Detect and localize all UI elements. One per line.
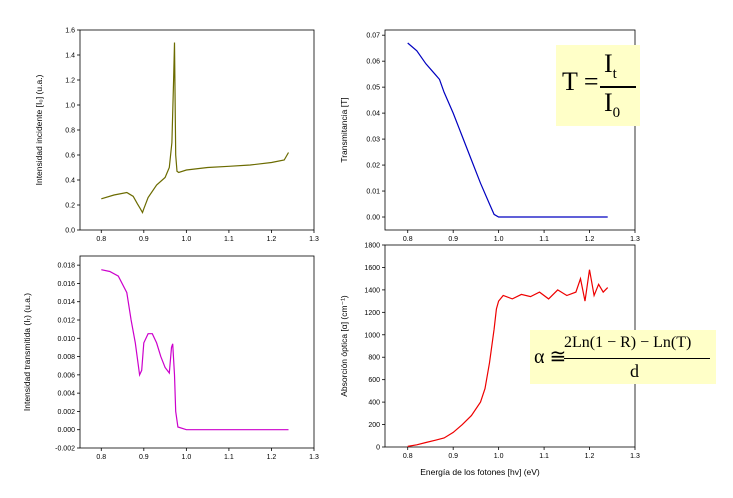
x-tick-label: 1.1: [224, 236, 234, 243]
y-tick-label: 1.6: [65, 28, 75, 35]
y-tick-label: 1.0: [65, 103, 75, 110]
series-line-transmitted: [101, 269, 289, 431]
y-tick-label: 0.006: [57, 372, 75, 379]
y-tick-label: 200: [368, 422, 380, 429]
y-tick-label: 0.6: [65, 153, 75, 160]
y-tick-label: 600: [368, 377, 380, 384]
y-axis-label: Transmitancia [T]: [339, 97, 349, 162]
formula-alpha-numerator: 2Ln(1 − R) − Ln(T): [564, 334, 692, 351]
formula-t-numerator: It: [604, 49, 617, 83]
y-tick-label: 1600: [364, 265, 380, 272]
y-tick-label: 1.4: [65, 53, 75, 60]
formula-alpha-lhs: α ≅: [534, 346, 567, 368]
x-tick-label: 0.9: [139, 236, 149, 243]
x-tick-label: 0.8: [403, 453, 413, 460]
y-tick-label: 1000: [364, 332, 380, 339]
transmittance-formula: T = It I0: [556, 45, 640, 126]
chart-optical-absorption: 0.8 0.9 1.0 1.1 1.2 1.3 0 200 400 600 800 1000 1200 1…: [339, 243, 640, 478]
chart-transmitted-intensity: 0.8 0.9 1.0 1.1 1.2 1.3 -0.002 0.000 0.002 0.004 0…: [22, 255, 319, 461]
series-line-absorption: [407, 269, 609, 447]
formula-t-num-sub: t: [612, 66, 617, 83]
formula-alpha-fraction-bar: [564, 358, 710, 359]
y-tick-label: 0.04: [366, 111, 380, 118]
x-tick-label: 1.0: [494, 453, 504, 460]
y-axis-label: Intensidad transmitida (Iₜ) (u.a.): [22, 293, 32, 411]
absorption-formula: α ≅ 2Ln(1 − R) − Ln(T) d: [530, 330, 716, 384]
formula-t-lhs: T =: [562, 67, 599, 96]
x-tick-label: 0.8: [96, 454, 106, 461]
x-tick-label: 0.8: [403, 236, 413, 243]
x-tick-label: 1.3: [309, 454, 319, 461]
y-tick-label: 0.0: [65, 228, 75, 235]
x-axis-label: Energía de los fotones [hv] (eV): [420, 467, 540, 477]
y-tick-label: 0.06: [366, 59, 380, 66]
y-tick-label: 0.8: [65, 128, 75, 135]
formula-t-fraction-bar: [600, 86, 636, 88]
formula-alpha-denominator: d: [630, 361, 639, 381]
plot-frame: [384, 29, 636, 231]
y-tick-label: 0.05: [366, 85, 380, 92]
y-tick-label: -0.002: [55, 446, 75, 453]
x-tick-label: 1.2: [585, 236, 595, 243]
plot-frame: [79, 29, 315, 231]
y-tick-label: 0.014: [57, 299, 75, 306]
y-tick-label: 800: [368, 355, 380, 362]
y-tick-label: 0.010: [57, 336, 75, 343]
x-tick-label: 1.1: [224, 454, 234, 461]
x-tick-label: 1.1: [539, 236, 549, 243]
x-tick-label: 1.2: [585, 453, 595, 460]
y-tick-label: 0.4: [65, 178, 75, 185]
y-tick-label: 0.01: [366, 189, 380, 196]
y-tick-label: 0.00: [366, 215, 380, 222]
y-tick-label: 1400: [364, 287, 380, 294]
formula-t-den-sub: 0: [612, 105, 621, 122]
x-tick-label: 0.9: [448, 453, 458, 460]
y-tick-label: 0.2: [65, 203, 75, 210]
y-tick-label: 0.012: [57, 318, 75, 325]
y-tick-label: 0.008: [57, 354, 75, 361]
plot-frame: [79, 255, 315, 449]
y-tick-label: 0.03: [366, 137, 380, 144]
formula-t-denominator: I0: [604, 88, 620, 122]
y-tick-label: 1200: [364, 310, 380, 317]
x-tick-label: 1.3: [309, 236, 319, 243]
x-tick-label: 0.9: [448, 236, 458, 243]
formula-t-den-text: I: [604, 88, 613, 117]
x-tick-label: 1.3: [630, 453, 640, 460]
series-line-incident: [101, 42, 290, 214]
x-tick-label: 1.2: [267, 454, 277, 461]
y-tick-label: 0.07: [366, 33, 380, 40]
y-tick-label: 400: [368, 400, 380, 407]
x-tick-label: 1.0: [494, 236, 504, 243]
chart-transmittance: 0.8 0.9 1.0 1.1 1.2 1.3 0.00 0.01 0.02 0.03 0.04 0.…: [339, 29, 640, 243]
x-tick-label: 1.1: [539, 453, 549, 460]
y-tick-label: 0.02: [366, 163, 380, 170]
y-tick-label: 0.002: [57, 409, 75, 416]
chart-incident-intensity: 0.8 0.9 1.0 1.1 1.2 1.3 0.0 0.2 0.4 0.6 0.8 1.0 1.2 1…: [34, 28, 319, 244]
x-tick-label: 0.8: [96, 236, 106, 243]
y-tick-label: 0: [376, 445, 380, 452]
y-tick-label: 1800: [364, 243, 380, 250]
y-axis-label: Absorción óptica [α] (cm⁻¹): [339, 295, 349, 397]
x-tick-label: 1.0: [181, 454, 191, 461]
y-tick-label: 1.2: [65, 78, 75, 85]
x-tick-label: 0.9: [139, 454, 149, 461]
y-tick-label: 0.018: [57, 263, 75, 270]
x-tick-label: 1.3: [630, 236, 640, 243]
x-tick-label: 1.2: [267, 236, 277, 243]
y-tick-label: 0.000: [57, 427, 75, 434]
y-axis-label: Intensidad incidente [I₀] (u.a.): [34, 74, 44, 185]
formula-t-num-text: I: [604, 49, 613, 78]
y-tick-label: 0.016: [57, 281, 75, 288]
y-tick-label: 0.004: [57, 391, 75, 398]
series-line-transmittance: [407, 42, 608, 218]
x-tick-label: 1.0: [181, 236, 191, 243]
